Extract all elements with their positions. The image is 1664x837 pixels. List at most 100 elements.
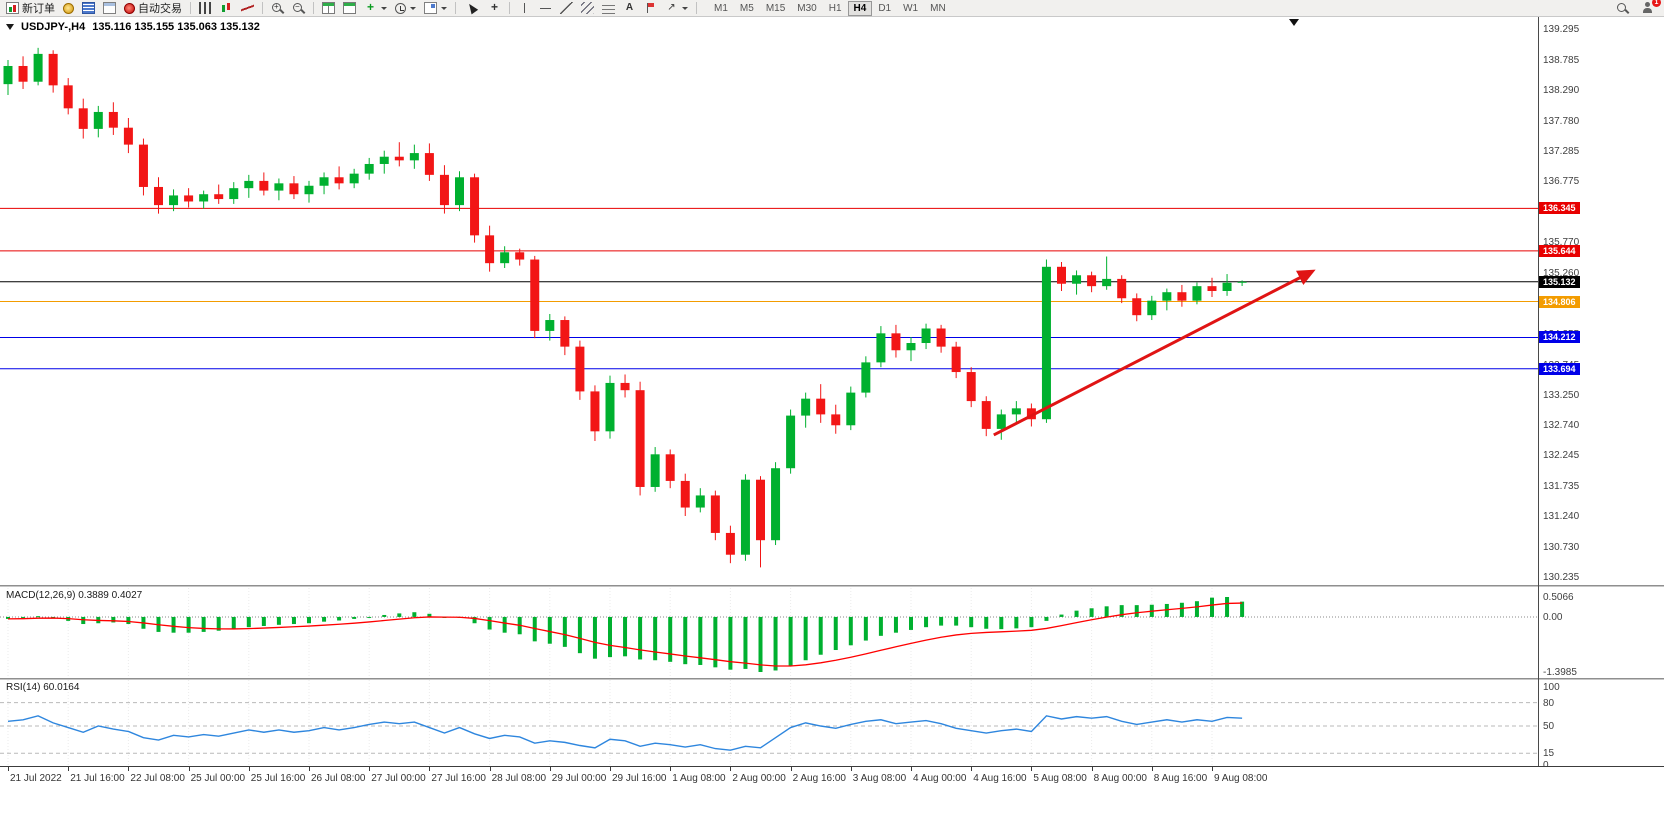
trend-arrow[interactable] [993,269,1316,437]
macd-pane-splitter[interactable] [0,585,1664,587]
time-tick [309,767,310,771]
equidistant-channel-button[interactable] [578,1,597,16]
time-axis-label: 27 Jul 00:00 [371,773,426,784]
macd-signal-value: 0.4027 [111,590,143,601]
line-chart-icon [241,2,254,14]
rsi-axis[interactable]: 100 80 50 150 [1539,680,1664,771]
new-order-button[interactable]: 新订单 [3,1,58,16]
time-tick [670,767,672,771]
market-watch-button[interactable] [79,1,98,16]
time-axis[interactable]: 21 Jul 2022 21 Jul 16:00 22 Jul 08:00 25 Ju… [0,766,1664,796]
price-tick-label: 138.290 [1543,84,1580,96]
price-axis[interactable]: 139.295 138.785 138.290 137.780 137.285 136.7… [1539,17,1664,586]
label-button[interactable] [641,1,660,16]
periods-button[interactable] [392,1,419,16]
rsi-name: RSI(14) [6,682,41,693]
trendline-icon [560,2,573,14]
rsi-axis-label: 100 [1543,682,1560,693]
time-axis-label: 21 Jul 2022 [10,773,62,784]
symbol-period-label: USDJPY-,H4 [21,21,86,33]
timeframe-m5-button[interactable]: M5 [734,1,760,16]
cursor-button[interactable] [461,1,483,16]
price-tick-label: 130.235 [1543,572,1580,583]
vertical-line-button[interactable] [515,1,534,16]
templates-button[interactable] [421,1,450,16]
account-icon [1641,2,1654,14]
expert-advisors-button[interactable] [60,1,77,16]
price-level-tag: 134.806 [1539,295,1580,308]
chart-shift-marker-icon[interactable] [1289,19,1299,26]
arrows-button[interactable]: ↗ [662,1,691,16]
candlestick-chart-icon [220,2,233,14]
auto-trading-label: 自动交易 [138,3,182,15]
time-tick [1212,767,1213,771]
caret-down-icon [682,6,688,10]
rsi-canvas[interactable] [0,680,1538,766]
toolbar-separator [696,2,697,14]
price-chart-canvas[interactable] [0,17,1538,586]
crosshair-icon: + [490,0,498,14]
price-level-tag: 134.212 [1539,331,1580,344]
time-axis-label: 9 Aug 08:00 [1214,773,1268,784]
crosshair-button[interactable]: + [485,1,504,16]
macd-axis[interactable]: 0.5066 0.00 -1.3985 [1539,588,1664,678]
fibonacci-button[interactable] [599,1,618,16]
time-tick [1151,767,1153,771]
time-tick [911,767,912,771]
rsi-pane-splitter[interactable] [0,678,1664,680]
time-axis-label: 8 Aug 16:00 [1153,773,1208,784]
timeframe-h1-button[interactable]: H1 [823,1,848,16]
timeframe-m1-button[interactable]: M1 [708,1,734,16]
main-toolbar: 新订单 自动交易 + − + + A ↗ M1 M5 M15 M30 H1 H4 D1 W1 MN 1 [0,0,1664,17]
trendline-button[interactable] [557,1,576,16]
price-tick-label: 137.780 [1543,115,1580,127]
account-button[interactable]: 1 [1638,0,1661,16]
text-button[interactable]: A [620,1,639,16]
timeframe-d1-button[interactable]: D1 [872,1,897,16]
auto-trading-button[interactable]: 自动交易 [121,1,185,16]
timeframe-m30-button[interactable]: M30 [791,1,822,16]
price-tick-label: 137.285 [1543,145,1580,157]
horizontal-line-button[interactable] [536,1,555,16]
candlestick-chart-button[interactable] [217,1,236,16]
one-click-trading-toggle-icon[interactable] [6,24,14,30]
price-tick-label: 132.740 [1543,420,1580,432]
time-tick [128,767,130,771]
price-tick-label: 139.295 [1543,24,1580,35]
candlestick-series [3,47,1247,568]
auto-trading-icon [124,2,135,14]
price-tick-label: 131.240 [1543,511,1580,523]
time-axis-label: 22 Jul 08:00 [130,773,185,784]
search-button[interactable] [1613,1,1632,16]
macd-histogram [6,597,1245,672]
time-axis-label: 3 Aug 08:00 [852,773,907,784]
timeframe-mn-button[interactable]: MN [924,1,952,16]
timeframe-h4-button[interactable]: H4 [847,0,873,16]
time-tick [489,767,491,771]
tile-windows-button[interactable] [319,1,338,16]
data-window-button[interactable] [100,1,119,16]
macd-axis-label: -1.3985 [1543,667,1577,678]
text-icon: A [625,2,634,13]
bars-chart-button[interactable] [196,1,215,16]
zoom-in-button[interactable]: + [268,1,287,16]
macd-canvas[interactable] [0,588,1538,678]
search-icon [1616,2,1629,14]
price-level-tag: 136.345 [1539,202,1580,215]
rsi-axis-label: 50 [1543,721,1555,732]
time-axis-label: 27 Jul 16:00 [431,773,486,784]
zoom-out-button[interactable]: − [289,1,308,16]
horizontal-line-icon [539,2,552,14]
indicators-icon: + [366,0,374,14]
timeframe-m15-button[interactable]: M15 [760,1,791,16]
new-chart-button[interactable] [340,1,359,16]
indicators-button[interactable]: + [361,1,390,16]
timeframe-w1-button[interactable]: W1 [897,1,924,16]
vertical-line-icon [518,2,531,14]
line-chart-button[interactable] [238,1,257,16]
rsi-label: RSI(14) 60.0164 [6,682,79,693]
zoom-out-icon: − [292,2,305,14]
time-tick [248,767,250,771]
time-tick [8,767,9,771]
